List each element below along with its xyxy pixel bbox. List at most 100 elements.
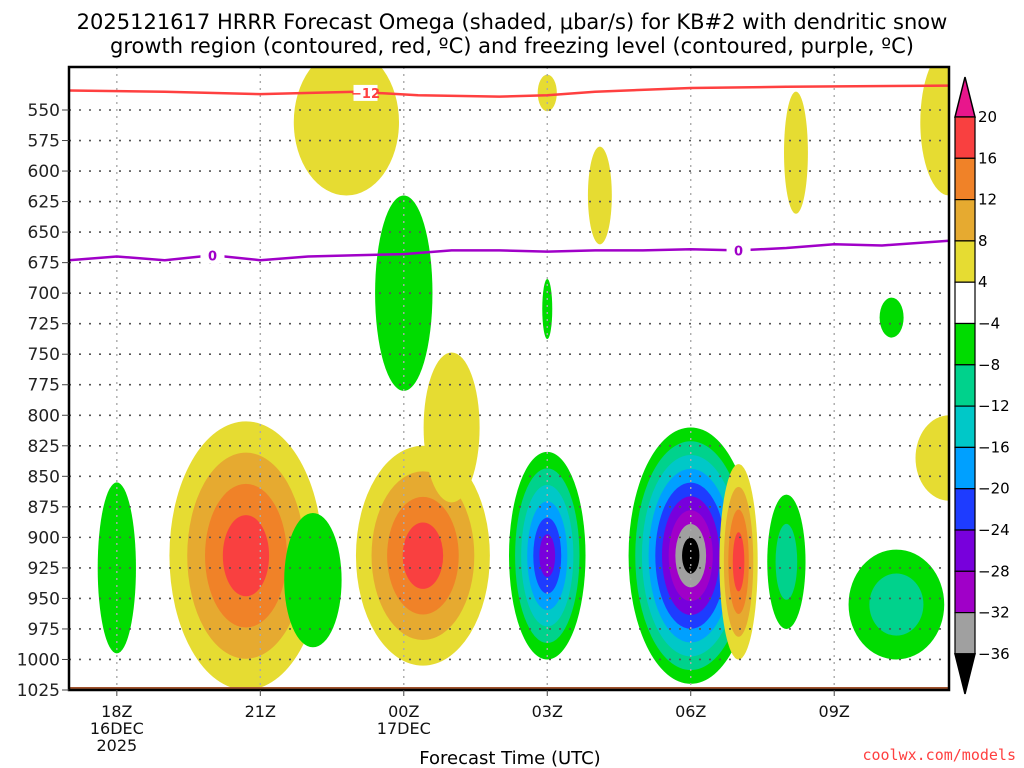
y-tick-label: 750 [28, 345, 60, 365]
y-tick-label: 650 [28, 223, 60, 243]
upward-motion-00z-mid [375, 195, 433, 391]
omega-contour--4 [375, 195, 433, 391]
colorbar-bin [954, 488, 976, 531]
colorbar-label: −4 [978, 315, 1000, 333]
dendritic-growth-minus12C-label-bg [353, 84, 378, 101]
credit-text: coolwx.com/models [862, 746, 1016, 764]
freezing-level-0C-label-bg [200, 247, 225, 264]
freezing-level-0C-label: 0 [208, 249, 217, 264]
omega-sinking-00z-upper [423, 352, 480, 503]
omega-contour--4 [97, 482, 136, 654]
colorbar-bin [954, 364, 976, 407]
x-tick-label: 06Z [675, 702, 706, 721]
x-tick-label: 2025 [96, 736, 137, 755]
omega-contour--36 [682, 537, 700, 574]
sinking-21z [169, 421, 323, 690]
temperature-contours: −12 0 0 [69, 84, 949, 264]
omega-shading [97, 67, 949, 690]
colorbar-bin [954, 611, 976, 655]
dendritic-growth-minus12C-label: −12 [351, 87, 380, 102]
x-axis-label: Forecast Time (UTC) [419, 748, 600, 768]
colorbar-bin [954, 116, 976, 159]
y-tick-label: 775 [28, 376, 60, 396]
x-tick-label: 17DEC [377, 719, 431, 738]
upward-motion-10z [848, 549, 945, 660]
surface-ground-strip [69, 687, 949, 690]
y-tick-label: 825 [28, 437, 60, 457]
y-tick-label: 975 [28, 620, 60, 640]
freezing-level-0C-label-bg [726, 242, 751, 259]
omega-sinking-upper-3 [587, 146, 612, 245]
colorbar-label: −24 [978, 521, 1010, 539]
colorbar-label: −28 [978, 562, 1010, 580]
y-tick-label: 600 [28, 162, 60, 182]
omega-upward-10z-mid [879, 297, 904, 338]
plot-frame [67, 65, 951, 692]
y-tick-label: 950 [28, 589, 60, 609]
colorbar-label: −16 [978, 438, 1010, 456]
colorbar: 20 16 12 8 4 −4 −8 −12 −16 −20 −24 −28 −32 −36 [954, 76, 1010, 695]
colorbar-label: 20 [978, 108, 997, 126]
x-tick-label: 09Z [819, 702, 850, 721]
x-tick-label: 16DEC [90, 719, 144, 738]
y-tick-label: 800 [28, 406, 60, 426]
omega-sinking-upper-6 [915, 415, 949, 501]
colorbar-bin [954, 570, 976, 614]
gridlines [69, 67, 949, 690]
y-axis: 550 575 600 625 650 675 700 725 750 775 800 825 850 8… [17, 101, 69, 701]
upward-motion-08z [767, 494, 806, 629]
colorbar-bin [954, 240, 976, 283]
omega-contour--8 [869, 573, 924, 636]
colorbar-label: 16 [978, 149, 997, 167]
freezing-level-0C-label: 0 [734, 244, 743, 259]
upward-motion-2230z [284, 512, 342, 648]
colorbar-label: −20 [978, 480, 1010, 498]
colorbar-max-arrow [954, 76, 976, 118]
omega-contour--24 [539, 534, 556, 578]
colorbar-label: 8 [978, 232, 988, 250]
colorbar-label: −12 [978, 397, 1010, 415]
x-tick-label: 21Z [245, 702, 276, 721]
omega-contour--4 [284, 512, 342, 648]
dendritic-growth-minus12C-line [69, 84, 949, 98]
title-line-2: growth region (contoured, red, ºC) and f… [110, 34, 914, 58]
y-tick-label: 850 [28, 467, 60, 487]
colorbar-min-arrow [954, 653, 976, 695]
colorbar-label: −8 [978, 356, 1000, 374]
y-tick-label: 675 [28, 254, 60, 274]
omega-contour-16 [222, 515, 270, 597]
colorbar-label: −32 [978, 604, 1010, 622]
omega-sinking-upper-4 [784, 91, 808, 214]
title-line-1: 2025121617 HRRR Forecast Omega (shaded, … [77, 10, 948, 34]
y-tick-label: 900 [28, 528, 60, 548]
y-tick-label: 925 [28, 559, 60, 579]
y-tick-label: 1000 [17, 650, 60, 670]
colorbar-label: 4 [978, 273, 988, 291]
colorbar-bin [954, 199, 976, 242]
omega-contour-16 [732, 532, 745, 592]
y-tick-label: 700 [28, 284, 60, 304]
y-tick-label: 725 [28, 315, 60, 335]
omega-sinking-upper-0 [293, 67, 399, 196]
y-tick-label: 625 [28, 193, 60, 213]
y-tick-label: 1025 [17, 681, 60, 701]
omega-contour--8 [775, 523, 798, 600]
colorbar-bin [954, 529, 976, 572]
upward-motion-06z [628, 427, 753, 684]
x-tick-label: 00Z [388, 702, 419, 721]
colorbar-label: 12 [978, 191, 997, 209]
omega-sinking-upper-5 [920, 67, 949, 196]
colorbar-bin [954, 405, 976, 449]
x-tick-label: 03Z [532, 702, 563, 721]
x-tick-label: 18Z [101, 702, 132, 721]
upward-motion-18z [97, 482, 136, 654]
chart-title: 2025121617 HRRR Forecast Omega (shaded, … [77, 10, 948, 58]
y-tick-label: 875 [28, 498, 60, 518]
omega-upward-0230z [542, 279, 553, 340]
sinking-07z [719, 464, 758, 660]
colorbar-bin [954, 322, 976, 366]
colorbar-bin [954, 157, 976, 201]
y-tick-label: 575 [28, 132, 60, 152]
